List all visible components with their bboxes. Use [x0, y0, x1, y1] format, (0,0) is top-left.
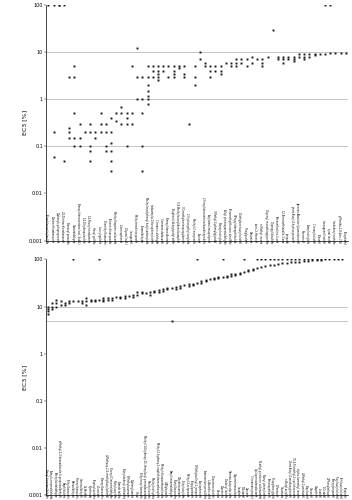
- Y-axis label: EC3 [%]: EC3 [%]: [22, 364, 27, 390]
- Y-axis label: EC3 [%]: EC3 [%]: [22, 110, 27, 136]
